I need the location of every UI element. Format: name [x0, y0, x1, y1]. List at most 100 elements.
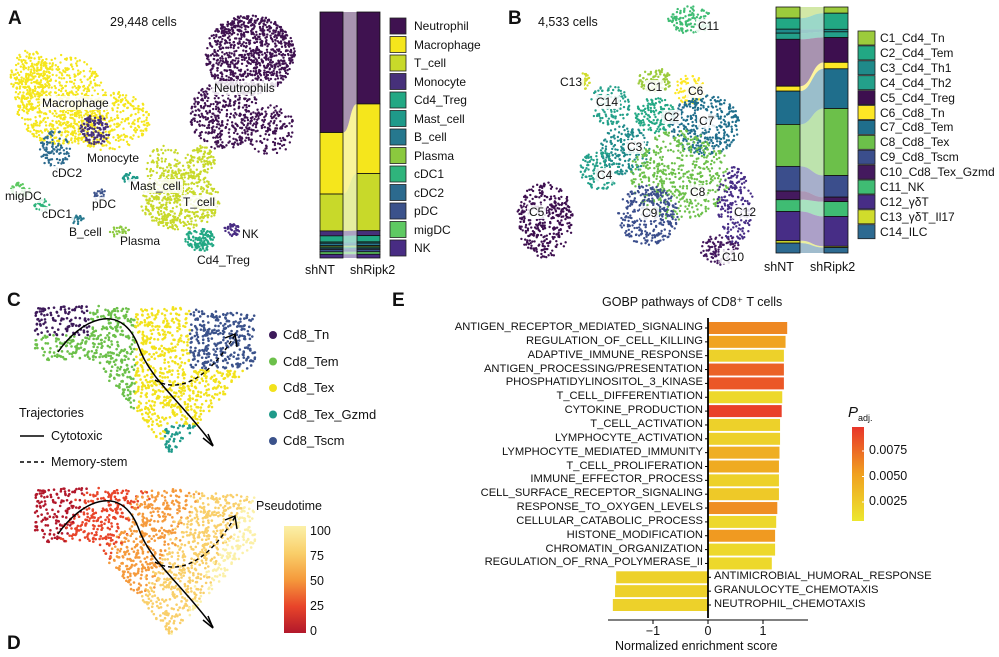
cell-point [224, 27, 228, 31]
cell-point [274, 127, 277, 130]
cell-point [177, 168, 180, 171]
cell-point [145, 110, 148, 114]
cell-point [627, 100, 630, 103]
cell-point [129, 125, 133, 128]
cell-point [24, 81, 28, 84]
cell-point [217, 96, 220, 100]
cell-point [236, 66, 239, 70]
cell-point [75, 86, 78, 90]
cell-point [229, 22, 233, 25]
cell-point [287, 115, 290, 118]
cell-point [36, 104, 39, 108]
cell-point [113, 118, 116, 121]
cell-point [102, 140, 106, 143]
cell-point [228, 116, 232, 119]
cell-point [46, 135, 49, 138]
cell-point [716, 115, 720, 118]
cell-point [34, 119, 38, 123]
cell-point [236, 98, 240, 101]
cell-point [730, 141, 733, 144]
cell-point [203, 159, 206, 163]
cell-point [263, 56, 266, 59]
cell-point [122, 109, 125, 113]
cell-point [255, 140, 258, 143]
cell-point [279, 28, 282, 31]
cell-point [660, 68, 664, 71]
cell-point [672, 17, 676, 20]
cell-point [34, 124, 38, 127]
cell-point [215, 125, 218, 129]
cell-point [26, 96, 29, 99]
cell-point [228, 41, 231, 45]
cell-point [169, 166, 173, 169]
cell-point [48, 92, 51, 95]
cell-point [254, 66, 257, 69]
cell-point [284, 62, 287, 65]
cell-point [286, 64, 289, 68]
cell-point [210, 166, 213, 170]
cell-point [717, 145, 720, 148]
cell-point [229, 225, 232, 229]
cell-point [211, 121, 214, 125]
cell-point [266, 28, 269, 32]
cell-point [584, 87, 587, 90]
cell-point [203, 124, 206, 127]
cell-point [17, 78, 21, 82]
cell-point [16, 56, 19, 60]
cell-point [210, 115, 213, 119]
cell-point [132, 96, 135, 99]
cell-point [647, 128, 650, 131]
cell-point [44, 120, 47, 124]
cell-point [723, 120, 727, 123]
cell-point [583, 77, 587, 80]
cell-point [39, 63, 43, 67]
cell-point [152, 149, 155, 152]
cell-point [616, 139, 620, 142]
cell-point [170, 173, 173, 176]
cell-point [33, 85, 37, 88]
cell-point [189, 154, 193, 157]
cell-point [134, 112, 137, 116]
cell-point [281, 34, 284, 37]
cell-point [212, 74, 215, 78]
cell-point [192, 182, 196, 186]
cell-point [261, 32, 264, 36]
alluvial-flow [343, 246, 357, 249]
cell-point [43, 128, 47, 131]
cell-point [702, 104, 705, 108]
cell-point [93, 116, 97, 120]
cell-point [682, 118, 685, 122]
cell-point [78, 59, 82, 62]
cell-point [134, 107, 137, 110]
cell-point [56, 126, 59, 130]
cell-point [233, 230, 236, 233]
cell-point [26, 85, 30, 88]
cell-point [249, 49, 253, 53]
cell-point [236, 132, 239, 136]
cell-point [264, 76, 267, 79]
cell-point [257, 71, 261, 74]
cell-point [682, 139, 685, 142]
cell-point [149, 203, 153, 206]
cell-point [667, 17, 670, 21]
cell-point [137, 124, 140, 128]
cell-point [652, 119, 655, 122]
cell-point [22, 77, 25, 80]
cell-point [216, 123, 219, 126]
cell-point [734, 109, 737, 113]
cell-point [87, 127, 91, 131]
cell-point [280, 53, 283, 57]
cell-point [261, 43, 264, 46]
cell-point [240, 35, 243, 39]
cell-point [288, 50, 292, 53]
cell-point [173, 215, 176, 219]
cell-point [274, 45, 277, 48]
cell-point [223, 226, 226, 230]
cell-point [33, 63, 36, 66]
cell-point [669, 19, 672, 22]
cell-point [239, 15, 242, 18]
cell-point [37, 92, 40, 96]
cell-point [264, 23, 267, 27]
cell-point [225, 144, 228, 147]
cell-point [34, 116, 37, 119]
